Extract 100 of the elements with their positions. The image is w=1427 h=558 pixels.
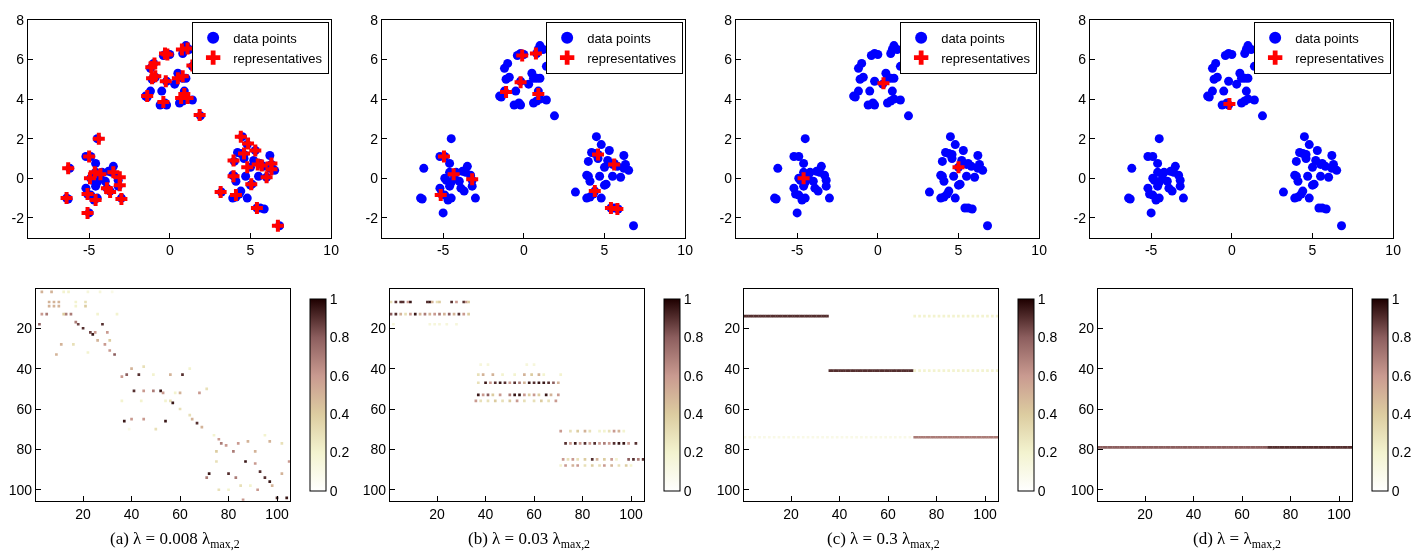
x-tick-label: 60 — [880, 505, 897, 522]
color-bar-label: 0.4 — [683, 405, 704, 422]
color-bar-label: 0.2 — [1391, 444, 1412, 461]
y-tick-label: -2 — [719, 209, 733, 226]
x-tick-label: 0 — [873, 242, 882, 259]
y-tick-label: 8 — [724, 11, 733, 28]
y-tick-label: 20 — [16, 320, 33, 337]
x-tick-label: 80 — [928, 505, 945, 522]
x-tick-label: 60 — [1234, 505, 1251, 522]
y-tick-label: 60 — [370, 400, 387, 417]
y-tick-label: 100 — [8, 481, 33, 498]
y-tick-label: 80 — [1078, 441, 1095, 458]
y-tick-label: 60 — [1078, 400, 1095, 417]
x-tick-label: 100 — [265, 505, 289, 522]
x-tick-label: 10 — [1385, 242, 1402, 259]
y-tick-label: 6 — [16, 51, 25, 68]
color-bar-label: 0.6 — [683, 367, 704, 384]
color-bar-label: 0.4 — [1037, 405, 1058, 422]
y-tick-label: 0 — [370, 170, 379, 187]
y-tick-label: 0 — [16, 170, 25, 187]
point — [447, 168, 460, 181]
x-tick-label: 0 — [165, 242, 174, 259]
x-tick-label: 20 — [783, 505, 800, 522]
y-tick-label: 20 — [370, 320, 387, 337]
y-tick-label: 6 — [370, 51, 379, 68]
text: (c) λ = 0.3 λ$_{max,2}$ — [827, 529, 940, 551]
color-bar-label: 0.8 — [1391, 329, 1412, 346]
x-tick-label: 60 — [526, 505, 543, 522]
legend-label: representatives — [587, 50, 677, 66]
legend-label: data points — [233, 30, 298, 46]
y-tick-label: 100 — [1070, 481, 1095, 498]
y-tick-label: 8 — [1078, 11, 1087, 28]
y-tick-label: 100 — [716, 481, 741, 498]
legend-label: data points — [1295, 30, 1360, 46]
x-tick-label: 80 — [1282, 505, 1299, 522]
y-tick-label: 2 — [370, 130, 379, 147]
color-bar-label: 0.2 — [329, 444, 350, 461]
y-tick-label: 40 — [1078, 360, 1095, 377]
y-tick-label: 6 — [724, 51, 733, 68]
y-tick-label: 80 — [370, 441, 387, 458]
y-tick-label: 4 — [1078, 90, 1087, 107]
y-tick-label: 0 — [1078, 170, 1087, 187]
y-tick-label: 60 — [724, 400, 741, 417]
color-bar-label: 0 — [1391, 482, 1400, 499]
color-bar-label: 0.8 — [329, 329, 350, 346]
color-bar-label: 0.2 — [683, 444, 704, 461]
x-tick-label: -5 — [436, 242, 450, 259]
color-bar-label: 0 — [1037, 482, 1046, 499]
x-tick-label: 80 — [220, 505, 237, 522]
y-tick-label: 8 — [16, 11, 25, 28]
y-tick-label: 80 — [724, 441, 741, 458]
y-tick-label: 6 — [1078, 51, 1087, 68]
legend-label: data points — [941, 30, 1006, 46]
y-tick-label: 80 — [16, 441, 33, 458]
color-bar-label: 0.6 — [329, 367, 350, 384]
y-tick-label: 100 — [362, 481, 387, 498]
color-bar-label: 0.6 — [1391, 367, 1412, 384]
x-tick-label: -5 — [1144, 242, 1158, 259]
point — [797, 172, 810, 185]
text: (a) λ = 0.008 λ$_{max,2}$ — [110, 529, 240, 551]
x-tick-label: 100 — [619, 505, 643, 522]
text: (b) λ = 0.03 λ$_{max,2}$ — [468, 529, 591, 551]
x-tick-label: 10 — [1031, 242, 1048, 259]
color-bar-label: 0.8 — [1037, 329, 1058, 346]
x-tick-label: 10 — [323, 242, 340, 259]
x-tick-label: 60 — [172, 505, 189, 522]
y-tick-label: 4 — [16, 90, 25, 107]
x-tick-label: 5 — [600, 242, 609, 259]
color-bar-label: 0.8 — [683, 329, 704, 346]
y-tick-label: -2 — [365, 209, 379, 226]
x-tick-label: 0 — [1227, 242, 1236, 259]
y-tick-label: 8 — [370, 11, 379, 28]
x-tick-label: 100 — [1327, 505, 1351, 522]
y-tick-label: 40 — [16, 360, 33, 377]
y-tick-label: 0 — [724, 170, 733, 187]
point — [532, 88, 545, 101]
y-tick-label: -2 — [1073, 209, 1087, 226]
y-tick-label: -2 — [11, 209, 25, 226]
color-bar-label: 1 — [683, 290, 692, 307]
x-tick-label: 100 — [973, 505, 997, 522]
x-tick-label: 20 — [1137, 505, 1154, 522]
color-bar-label: 0.6 — [1037, 367, 1058, 384]
y-tick-label: 40 — [724, 360, 741, 377]
x-tick-label: -5 — [790, 242, 804, 259]
y-tick-label: 2 — [724, 130, 733, 147]
x-tick-label: 40 — [831, 505, 848, 522]
x-tick-label: -5 — [82, 242, 96, 259]
x-tick-label: 80 — [574, 505, 591, 522]
color-bar-label: 0 — [683, 482, 692, 499]
x-tick-label: 20 — [75, 505, 92, 522]
point — [500, 86, 513, 99]
color-bar-label: 1 — [1037, 290, 1046, 307]
legend-label: data points — [587, 30, 652, 46]
y-tick-label: 20 — [724, 320, 741, 337]
point — [241, 161, 254, 174]
color-bar-label: 1 — [1391, 290, 1400, 307]
color-bar-label: 1 — [329, 290, 338, 307]
legend-label: representatives — [1295, 50, 1385, 66]
y-tick-label: 2 — [1078, 130, 1087, 147]
legend-label: representatives — [233, 50, 323, 66]
